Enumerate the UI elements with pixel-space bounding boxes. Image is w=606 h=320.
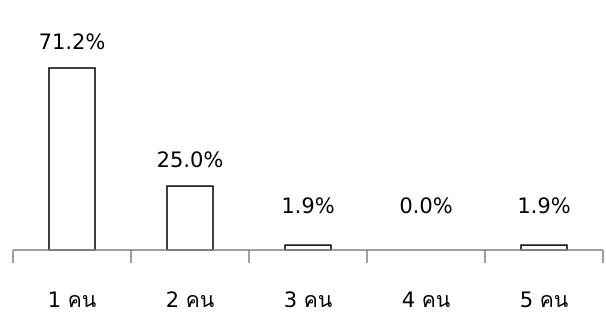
x-tick-label-4: 4 คน: [402, 288, 450, 312]
data-label-2: 25.0%: [157, 148, 224, 172]
data-label-3: 1.9%: [281, 194, 334, 218]
data-label-1: 71.2%: [39, 30, 106, 54]
data-label-5: 1.9%: [517, 194, 570, 218]
x-tick-label-1: 1 คน: [48, 288, 96, 312]
x-tick-label-3: 3 คน: [284, 288, 332, 312]
bar-1: [48, 67, 96, 251]
data-labels-group: 71.2% 25.0% 1.9% 0.0% 1.9%: [39, 30, 571, 218]
x-tick-label-2: 2 คน: [166, 288, 214, 312]
x-axis: [12, 249, 604, 263]
x-tick-label-5: 5 คน: [520, 288, 568, 312]
bars-group: [48, 67, 568, 251]
data-label-4: 0.0%: [399, 194, 452, 218]
tick-labels-group: 1 คน 2 คน 3 คน 4 คน 5 คน: [48, 288, 568, 312]
bar-2: [166, 185, 214, 251]
